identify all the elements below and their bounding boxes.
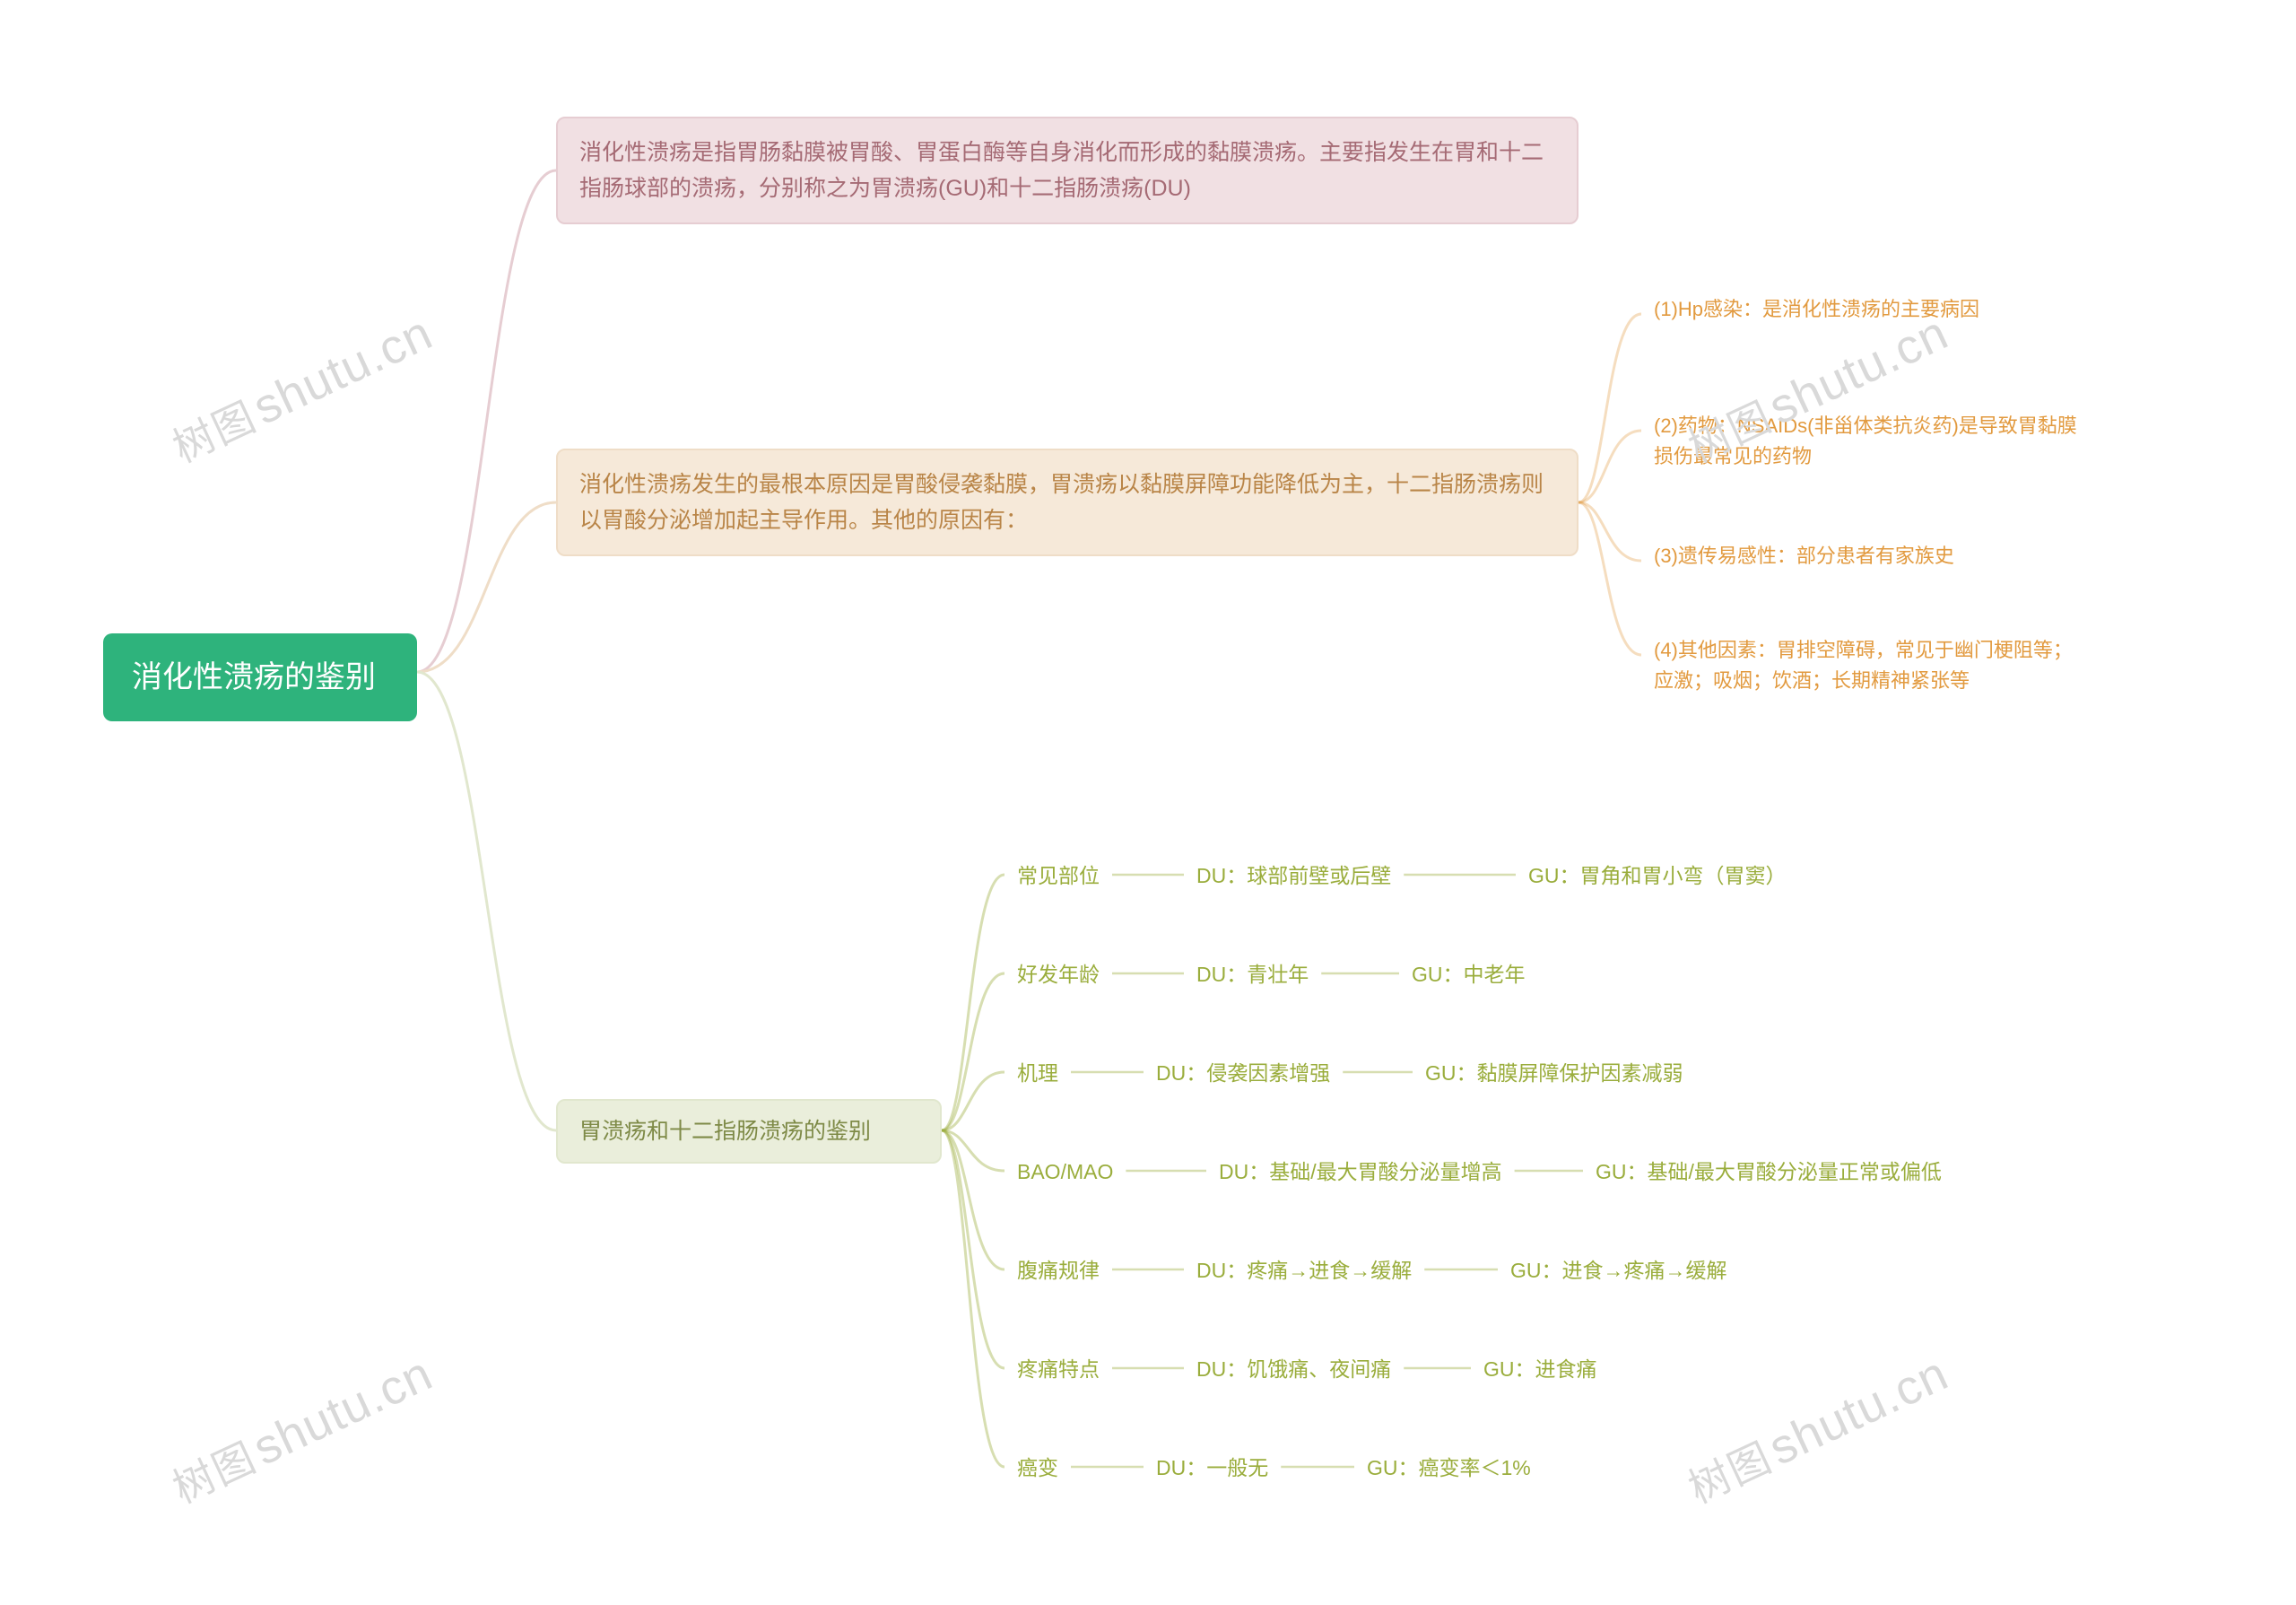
watermark-en: shutu.cn: [1761, 1347, 1956, 1476]
diff-row-0-gu: GU：胃角和胃小弯（胃窦）: [1516, 852, 1799, 900]
watermark-2: 树图 shutu.cn: [162, 1343, 441, 1515]
diff-row-3-label-label: BAO/MAO: [1004, 1148, 1126, 1196]
diff-row-4-du-label: DU：疼痛→进食→缓解: [1184, 1247, 1424, 1295]
cause-item-3-label: (4)其他因素：胃排空障碍，常见于幽门梗阻等；应激；吸烟；饮酒；长期精神紧张等: [1641, 628, 2090, 703]
diff-row-5-label-label: 疼痛特点: [1004, 1346, 1112, 1393]
diff-row-2-label-label: 机理: [1004, 1050, 1071, 1097]
cause-node: 消化性溃疡发生的最根本原因是胃酸侵袭黏膜，胃溃疡以黏膜屏障功能降低为主，十二指肠…: [556, 449, 1578, 556]
diff-row-1-label: 好发年龄: [1004, 951, 1112, 999]
cause-item-2: (3)遗传易感性：部分患者有家族史: [1641, 534, 2090, 579]
diff-row-4-du: DU：疼痛→进食→缓解: [1184, 1247, 1424, 1295]
cause-node-label: 消化性溃疡发生的最根本原因是胃酸侵袭黏膜，胃溃疡以黏膜屏障功能降低为主，十二指肠…: [558, 454, 1577, 551]
watermark-en: shutu.cn: [245, 1347, 440, 1476]
diff-row-5-gu: GU：进食痛: [1471, 1346, 1610, 1393]
diff-row-6-du-label: DU：一般无: [1144, 1444, 1281, 1492]
diff-row-1-du: DU：青壮年: [1184, 951, 1321, 999]
diff-row-3-gu: GU：基础/最大胃酸分泌量正常或偏低: [1583, 1148, 1954, 1196]
root-node-label: 消化性溃疡的鉴别: [103, 633, 417, 721]
diff-row-4-gu-label: GU：进食→疼痛→缓解: [1498, 1247, 1740, 1295]
cause-item-1: (2)药物：NSAIDs(非甾体类抗炎药)是导致胃黏膜损伤最常见的药物: [1641, 404, 2090, 479]
diff-row-0-gu-label: GU：胃角和胃小弯（胃窦）: [1516, 852, 1799, 900]
diff-row-2-gu-label: GU：黏膜屏障保护因素减弱: [1413, 1050, 1696, 1097]
cause-item-2-label: (3)遗传易感性：部分患者有家族史: [1641, 534, 2090, 579]
diff-row-0-du-label: DU：球部前壁或后壁: [1184, 852, 1404, 900]
diff-row-5-du: DU：饥饿痛、夜间痛: [1184, 1346, 1404, 1393]
diff-row-6-gu: GU：癌变率＜1%: [1354, 1444, 1544, 1492]
watermark-en: shutu.cn: [245, 306, 440, 435]
watermark-0: 树图 shutu.cn: [162, 302, 441, 475]
cause-item-0: (1)Hp感染：是消化性溃疡的主要病因: [1641, 287, 2090, 332]
diff-row-2-du-label: DU：侵袭因素增强: [1144, 1050, 1343, 1097]
diff-row-1-du-label: DU：青壮年: [1184, 951, 1321, 999]
cause-item-3: (4)其他因素：胃排空障碍，常见于幽门梗阻等；应激；吸烟；饮酒；长期精神紧张等: [1641, 628, 2090, 703]
diff-row-5-du-label: DU：饥饿痛、夜间痛: [1184, 1346, 1404, 1393]
cause-item-0-label: (1)Hp感染：是消化性溃疡的主要病因: [1641, 287, 2090, 332]
watermark-3: 树图 shutu.cn: [1678, 1343, 1957, 1515]
diff-row-4-label-label: 腹痛规律: [1004, 1247, 1112, 1295]
diff-row-3-gu-label: GU：基础/最大胃酸分泌量正常或偏低: [1583, 1148, 1954, 1196]
watermark-cn: 树图: [1682, 1434, 1779, 1513]
watermark-cn: 树图: [166, 393, 264, 472]
diff-row-0-label: 常见部位: [1004, 852, 1112, 900]
diff-row-1-gu: GU：中老年: [1399, 951, 1538, 999]
defn-node-label: 消化性溃疡是指胃肠黏膜被胃酸、胃蛋白酶等自身消化而形成的黏膜溃疡。主要指发生在胃…: [558, 122, 1577, 219]
diff-row-3-du-label: DU：基础/最大胃酸分泌量增高: [1206, 1148, 1515, 1196]
diff-row-5-label: 疼痛特点: [1004, 1346, 1112, 1393]
diff-row-2-du: DU：侵袭因素增强: [1144, 1050, 1343, 1097]
diff-row-2-label: 机理: [1004, 1050, 1071, 1097]
diff-row-5-gu-label: GU：进食痛: [1471, 1346, 1610, 1393]
diff-row-3-du: DU：基础/最大胃酸分泌量增高: [1206, 1148, 1515, 1196]
diff-row-2-gu: GU：黏膜屏障保护因素减弱: [1413, 1050, 1696, 1097]
connectors-layer: [0, 0, 2296, 1605]
diff-row-0-label-label: 常见部位: [1004, 852, 1112, 900]
root-node: 消化性溃疡的鉴别: [103, 633, 417, 721]
diff-row-0-du: DU：球部前壁或后壁: [1184, 852, 1404, 900]
diff-node-label: 胃溃疡和十二指肠溃疡的鉴别: [558, 1101, 940, 1162]
diff-row-1-label-label: 好发年龄: [1004, 951, 1112, 999]
mindmap-canvas: 消化性溃疡的鉴别 消化性溃疡是指胃肠黏膜被胃酸、胃蛋白酶等自身消化而形成的黏膜溃疡…: [0, 0, 2296, 1605]
diff-row-6-label-label: 癌变: [1004, 1444, 1071, 1492]
diff-row-3-label: BAO/MAO: [1004, 1148, 1126, 1196]
defn-node: 消化性溃疡是指胃肠黏膜被胃酸、胃蛋白酶等自身消化而形成的黏膜溃疡。主要指发生在胃…: [556, 117, 1578, 224]
watermark-cn: 树图: [166, 1434, 264, 1513]
diff-row-6-label: 癌变: [1004, 1444, 1071, 1492]
diff-row-6-gu-label: GU：癌变率＜1%: [1354, 1444, 1544, 1492]
diff-row-1-gu-label: GU：中老年: [1399, 951, 1538, 999]
diff-row-4-gu: GU：进食→疼痛→缓解: [1498, 1247, 1740, 1295]
cause-item-1-label: (2)药物：NSAIDs(非甾体类抗炎药)是导致胃黏膜损伤最常见的药物: [1641, 404, 2090, 479]
diff-row-4-label: 腹痛规律: [1004, 1247, 1112, 1295]
diff-row-6-du: DU：一般无: [1144, 1444, 1281, 1492]
diff-node: 胃溃疡和十二指肠溃疡的鉴别: [556, 1099, 942, 1164]
